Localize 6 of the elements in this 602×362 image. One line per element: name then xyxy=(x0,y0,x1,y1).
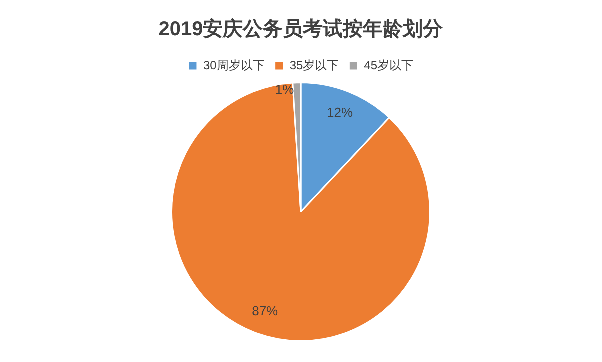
chart-title: 2019安庆公务员考试按年龄划分 xyxy=(158,18,444,41)
data-label: 87% xyxy=(252,303,279,318)
data-label: 12% xyxy=(327,105,354,120)
legend-label: 45岁以下 xyxy=(364,58,414,72)
legend-label: 30周岁以下 xyxy=(203,58,265,72)
legend-label: 35岁以下 xyxy=(290,58,340,72)
